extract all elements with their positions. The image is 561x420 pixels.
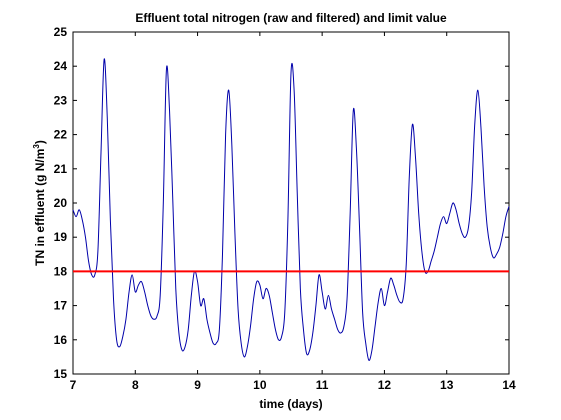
y-axis-label: TN in effluent (g N/m3) [32,140,47,266]
x-axis-label: time (days) [259,397,322,411]
x-tick-labels: 7 8 9 10 11 12 13 14 [70,378,516,392]
y-tick-label: 22 [54,128,68,142]
y-tick-labels: 15 16 17 18 19 20 21 22 23 24 25 [54,25,68,381]
y-tick-label: 16 [54,333,68,347]
x-tick-label: 12 [378,378,392,392]
y-tick-label: 20 [54,196,68,210]
x-tick-label: 11 [316,378,329,392]
y-tick-label: 15 [54,367,68,381]
chart-title: Effluent total nitrogen (raw and filtere… [135,11,447,25]
y-axis-label-superscript: 3 [32,144,41,149]
series-layer [72,58,510,361]
y-tick-label: 25 [54,25,68,39]
y-tick-label: 23 [54,93,68,107]
x-tick-label: 14 [502,378,516,392]
plot-area [72,31,510,375]
x-tick-label: 13 [440,378,454,392]
y-tick-label: 18 [54,264,68,278]
x-tick-label: 10 [253,378,267,392]
x-tick-label: 9 [194,378,201,392]
y-axis-label-close: ) [33,140,47,144]
tick-marks [72,31,510,375]
effluent-tn-line [72,58,510,361]
x-tick-label: 7 [70,378,77,392]
y-tick-label: 21 [54,162,68,176]
y-axis-label-main: TN in effluent (g N/m [33,149,47,266]
y-tick-label: 24 [54,59,68,73]
x-tick-label: 8 [132,378,139,392]
y-tick-label: 17 [54,299,68,313]
y-tick-label: 19 [54,230,68,244]
